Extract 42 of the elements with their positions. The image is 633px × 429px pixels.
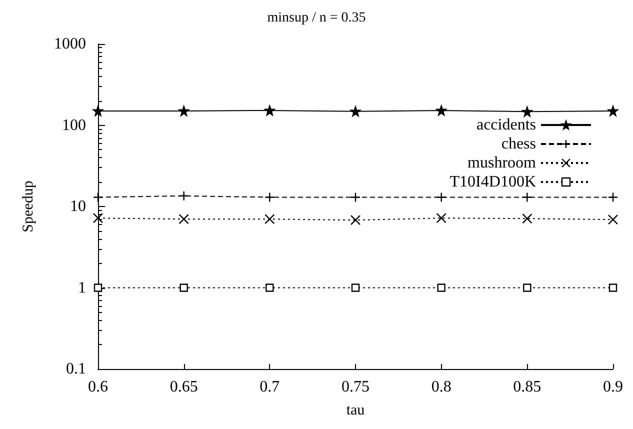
x-tick-label: 0.6 [88, 378, 108, 396]
x-tick-label: 0.75 [342, 378, 370, 396]
chart-title: minsup / n = 0.35 [267, 10, 366, 26]
point [180, 284, 188, 292]
point [264, 105, 275, 116]
point [437, 284, 446, 292]
point [178, 106, 189, 116]
point [436, 212, 446, 224]
y-axis-title: Speedup [20, 180, 36, 232]
y-tick-label: 1 [78, 279, 86, 296]
point [94, 284, 102, 292]
x-tick-label: 0.85 [513, 378, 542, 396]
point [350, 215, 361, 226]
point [608, 192, 618, 202]
point [350, 106, 361, 117]
point [178, 214, 189, 224]
point [608, 214, 618, 225]
x-tick-label: 0.8 [431, 378, 452, 396]
point [522, 106, 532, 117]
legend-label: accidents [476, 116, 536, 134]
point [522, 213, 532, 224]
point [92, 106, 104, 116]
x-axis-title: tau [346, 402, 366, 418]
y-tick-label: 100 [62, 116, 86, 134]
point [264, 214, 275, 224]
x-tick-label: 0.9 [603, 378, 623, 396]
y-tick-label: 1000 [54, 36, 86, 52]
point [351, 284, 360, 292]
point [92, 212, 104, 224]
y-tick-label: 10 [70, 198, 86, 215]
point [608, 106, 618, 116]
x-tick-label: 0.7 [260, 378, 280, 396]
point [266, 284, 274, 292]
point [608, 284, 618, 292]
legend-label: mushroom [468, 154, 537, 172]
y-tick-label: 0.1 [66, 360, 86, 378]
legend-label: T10I4D100K [450, 174, 536, 190]
point [436, 105, 446, 116]
point [350, 192, 361, 202]
x-tick-label: 0.65 [170, 378, 198, 396]
legend-label: chess [501, 136, 536, 152]
point [523, 284, 532, 292]
